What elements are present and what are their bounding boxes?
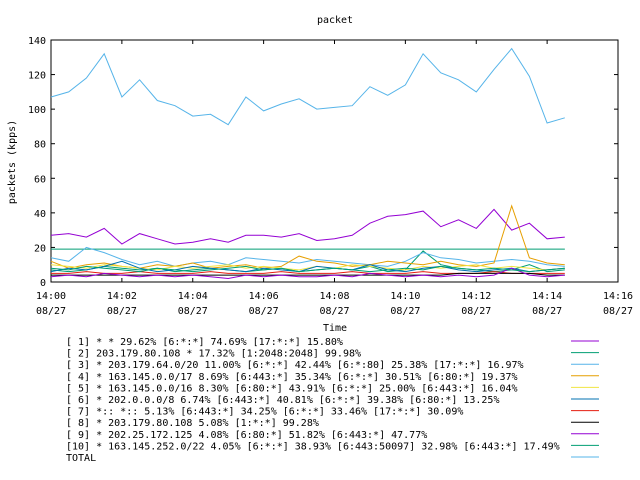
- x-tick-date: 08/27: [461, 306, 491, 317]
- x-tick-date: 08/27: [319, 306, 349, 317]
- series-line-9: [50, 267, 565, 280]
- legend-entry-label: [ 9] * 202.25.172.125 4.08% [6:80:*] 51.…: [66, 430, 427, 441]
- y-tick-label: 60: [34, 174, 46, 185]
- x-tick-date: 08/27: [178, 306, 208, 317]
- x-tick-label: 14:10: [390, 291, 420, 302]
- x-axis-label: Time: [323, 323, 347, 334]
- legend: [ 1] * * 29.62% [6:*:*] 74.69% [17:*:*] …: [66, 337, 599, 464]
- legend-entry-label: [ 8] * 203.179.80.108 5.08% [1:*:*] 99.2…: [66, 418, 319, 429]
- x-tick-label: 14:14: [532, 291, 562, 302]
- chart-title: packet: [317, 15, 353, 26]
- y-tick-label: 140: [28, 36, 46, 47]
- legend-entry-label: [10] * 163.145.252.0/22 4.05% [6:*:*] 38…: [66, 441, 560, 452]
- legend-entry-label: [ 1] * * 29.62% [6:*:*] 74.69% [17:*:*] …: [66, 337, 343, 348]
- x-tick-label: 14:02: [107, 291, 137, 302]
- series-line-6: [50, 260, 565, 273]
- legend-entry-label: [ 7] *:: *:: 5.13% [6:443:*] 34.25% [6:*…: [66, 407, 463, 418]
- x-tick-label: 14:06: [249, 291, 279, 302]
- y-axis-label: packets (kpps): [7, 120, 18, 204]
- x-tick-label: 14:08: [319, 291, 349, 302]
- series-line-10: [50, 265, 565, 273]
- x-tick-date: 08/27: [36, 306, 66, 317]
- y-tick-label: 20: [34, 243, 46, 254]
- legend-entry-label: TOTAL: [66, 453, 96, 464]
- series-line-1: [50, 208, 565, 245]
- legend-entry-label: [ 2] 203.179.80.108 * 17.32% [1:2048:204…: [66, 349, 361, 360]
- y-tick-label: 100: [28, 105, 46, 116]
- x-tick-date: 08/27: [390, 306, 420, 317]
- series-line-8: [51, 272, 565, 276]
- y-tick-label: 0: [40, 278, 46, 289]
- series-line-5: [50, 264, 565, 271]
- series-line-11: [50, 47, 565, 126]
- x-tick-date: 08/27: [249, 306, 279, 317]
- y-tick-label: 120: [28, 71, 46, 82]
- x-tick-date: 08/27: [107, 306, 137, 317]
- y-tick-label: 80: [34, 140, 46, 151]
- plot-frame: [50, 39, 619, 283]
- x-tick-label: 14:04: [178, 291, 208, 302]
- series-lines: [50, 47, 565, 280]
- y-tick-label: 40: [34, 209, 46, 220]
- legend-entry-label: [ 5] * 163.145.0.0/16 8.30% [6:80:*] 43.…: [66, 383, 518, 394]
- x-tick-label: 14:16: [603, 291, 633, 302]
- legend-entry-label: [ 6] * 202.0.0.0/8 6.74% [6:443:*] 40.81…: [66, 395, 499, 406]
- x-tick-date: 08/27: [532, 306, 562, 317]
- series-line-3: [50, 246, 565, 267]
- x-tick-label: 14:12: [461, 291, 491, 302]
- x-tick-label: 14:00: [36, 291, 66, 302]
- x-tick-date: 08/27: [603, 306, 633, 317]
- axis-ticks: 0 20 40 60 80 100 120 140 14:00 08/27 14:02 08/27 14…: [28, 36, 633, 317]
- legend-entry-label: [ 3] * 203.179.64.0/20 11.00% [6:*:*] 42…: [66, 360, 524, 371]
- legend-entry-label: [ 4] * 163.145.0.0/17 8.69% [6:443:*] 35…: [66, 372, 518, 383]
